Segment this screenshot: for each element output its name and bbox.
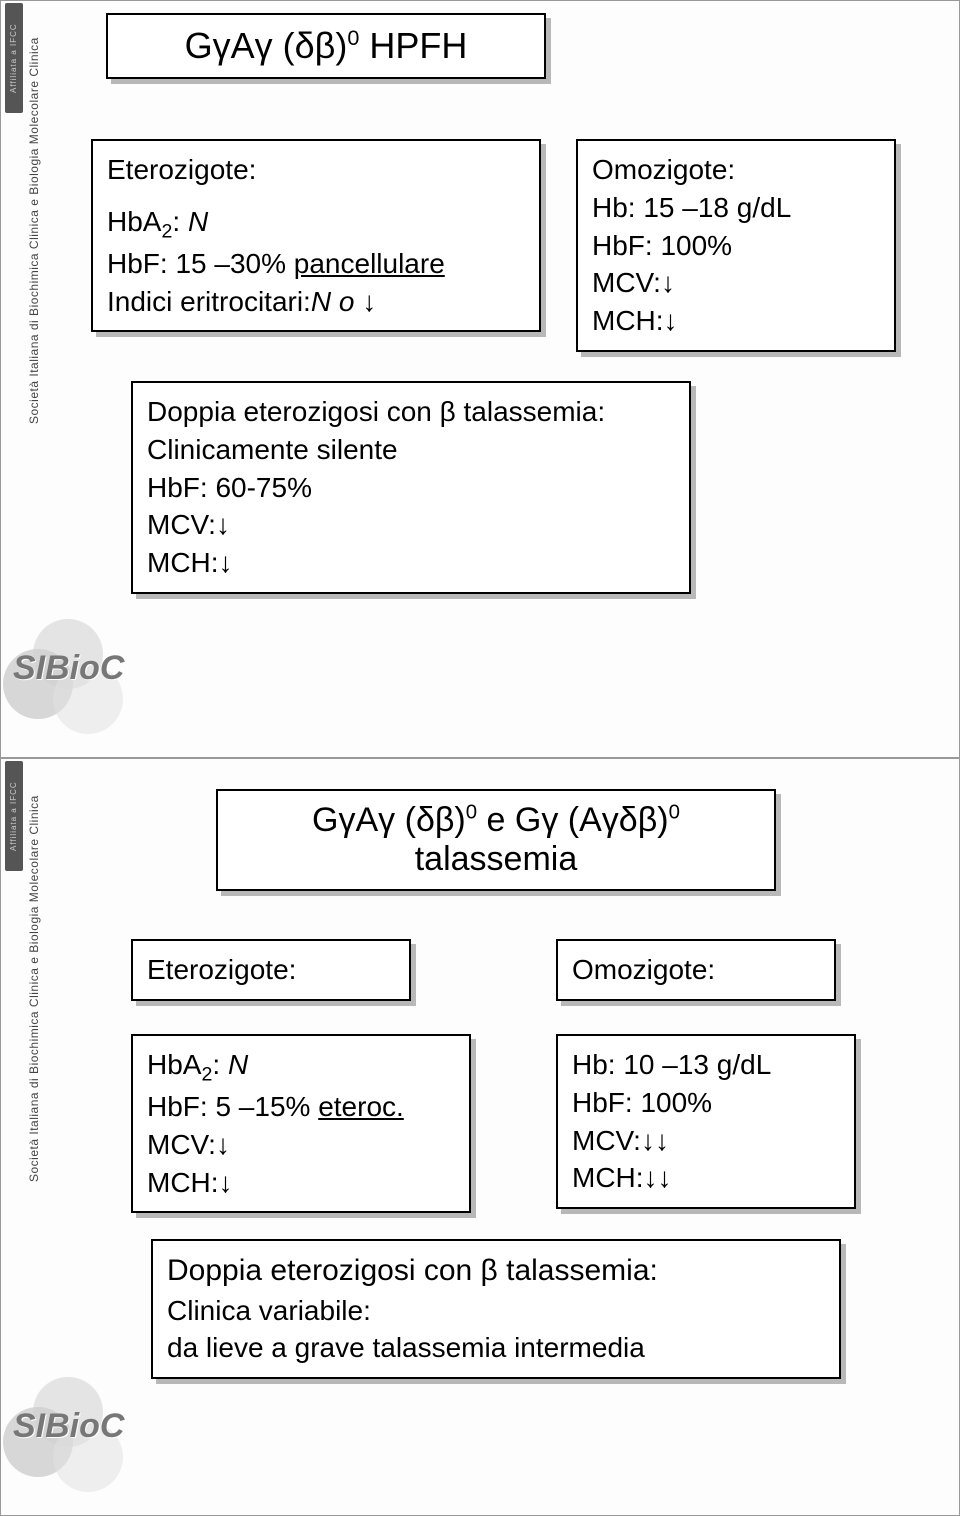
etero-label: Eterozigote: [107, 151, 525, 189]
title-text: GγAγ (δβ)0 HPFH [185, 25, 468, 66]
slide2-etero-label-box: Eterozigote: [131, 939, 411, 1001]
omo-l2: HbF: 100% [592, 227, 880, 265]
etero-l4: MCH:↓ [147, 1164, 455, 1202]
omo-l2: HbF: 100% [572, 1084, 840, 1122]
sidebar-tab: Affiliata a IFCC [5, 3, 23, 113]
double-l2: Clinicamente silente [147, 431, 675, 469]
omo-l3: MCV:↓↓ [572, 1122, 840, 1160]
double-l1: Doppia eterozigosi con β talassemia: [167, 1251, 825, 1292]
slide2-omo-label-box: Omozigote: [556, 939, 836, 1001]
slide2-double-box: Doppia eterozigosi con β talassemia: Cli… [151, 1239, 841, 1379]
slide2-omo-box: Hb: 10 –13 g/dL HbF: 100% MCV:↓↓ MCH:↓↓ [556, 1034, 856, 1209]
etero-l2: HbF: 5 –15% eteroc. [147, 1088, 455, 1126]
slide2-title-box: GγAγ (δβ)0 e Gγ (Aγδβ)0 talassemia [216, 789, 776, 891]
title-line2: talassemia [232, 840, 760, 879]
omo-l1: Hb: 15 –18 g/dL [592, 189, 880, 227]
slide-1: Affiliata a IFCC Società Italiana di Bio… [0, 0, 960, 758]
etero-l1: HbA2: N [147, 1046, 455, 1088]
slide1-omo-box: Omozigote: Hb: 15 –18 g/dL HbF: 100% MCV… [576, 139, 896, 352]
double-l4: MCV:↓ [147, 506, 675, 544]
double-l3: HbF: 60-75% [147, 469, 675, 507]
etero-line1: HbA2: N [107, 203, 525, 245]
double-l5: MCH:↓ [147, 544, 675, 582]
sidebar-vertical-text: Società Italiana di Biochimica Clinica e… [27, 11, 47, 451]
omo-l3: MCV:↓ [592, 264, 880, 302]
sidebar-logo: SIBioC [3, 609, 133, 739]
slide-2: Affiliata a IFCC Società Italiana di Bio… [0, 758, 960, 1516]
omo-l4: MCH:↓↓ [572, 1159, 840, 1197]
sidebar-logo: SIBioC [3, 1367, 133, 1497]
etero-line3: Indici eritrocitari:N o ↓ [107, 283, 525, 321]
slide2-etero-box: HbA2: N HbF: 5 –15% eteroc. MCV:↓ MCH:↓ [131, 1034, 471, 1213]
title-line1: GγAγ (δβ)0 e Gγ (Aγδβ)0 [232, 801, 760, 840]
double-l2: Clinica variabile: [167, 1292, 825, 1330]
sidebar: Affiliata a IFCC Società Italiana di Bio… [1, 759, 81, 1516]
sidebar: Affiliata a IFCC Società Italiana di Bio… [1, 1, 81, 758]
etero-line2: HbF: 15 –30% pancellulare [107, 245, 525, 283]
sidebar-vertical-text: Società Italiana di Biochimica Clinica e… [27, 769, 47, 1209]
sidebar-logo-text: SIBioC [13, 1407, 124, 1446]
sidebar-logo-text: SIBioC [13, 649, 124, 688]
omo-l4: MCH:↓ [592, 302, 880, 340]
etero-l3: MCV:↓ [147, 1126, 455, 1164]
double-l3: da lieve a grave talassemia intermedia [167, 1329, 825, 1367]
slide1-double-box: Doppia eterozigosi con β talassemia: Cli… [131, 381, 691, 594]
omo-label: Omozigote: [572, 954, 715, 985]
etero-label: Eterozigote: [147, 954, 296, 985]
omo-l1: Hb: 10 –13 g/dL [572, 1046, 840, 1084]
omo-label: Omozigote: [592, 151, 880, 189]
slide1-etero-box: Eterozigote: HbA2: N HbF: 15 –30% pancel… [91, 139, 541, 332]
double-l1: Doppia eterozigosi con β talassemia: [147, 393, 675, 431]
slide1-title-box: GγAγ (δβ)0 HPFH [106, 13, 546, 79]
sidebar-tab: Affiliata a IFCC [5, 761, 23, 871]
